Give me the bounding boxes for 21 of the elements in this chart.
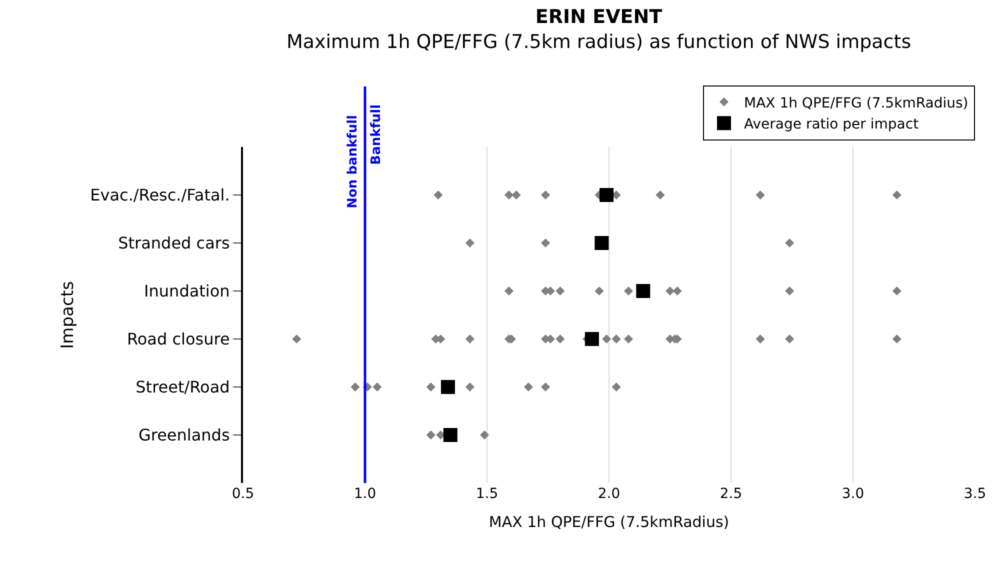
x-tick-label: 0.5 xyxy=(232,486,254,502)
y-tick-label: Evac./Resc./Fatal. xyxy=(90,186,230,205)
x-tick-label: 1.5 xyxy=(476,486,498,502)
x-tick-label: 2.0 xyxy=(598,486,620,502)
legend-label: MAX 1h QPE/FFG (7.5kmRadius) xyxy=(744,95,968,112)
x-axis-title: MAX 1h QPE/FFG (7.5kmRadius) xyxy=(488,513,730,531)
y-tick-label: Inundation xyxy=(144,282,230,301)
ref-line-label: Non bankfull xyxy=(346,114,361,208)
y-axis-title: Impacts xyxy=(58,281,78,349)
x-tick-label: 2.5 xyxy=(720,486,742,502)
x-tick-label: 3.0 xyxy=(842,486,864,502)
x-tick-label: 1.0 xyxy=(354,486,376,502)
y-tick-label: Road closure xyxy=(126,330,230,349)
legend-label: Average ratio per impact xyxy=(744,116,920,133)
annotation: Bankfull xyxy=(369,104,384,165)
y-tick-label: Street/Road xyxy=(136,378,230,397)
chart-subtitle: Maximum 1h QPE/FFG (7.5km radius) as function of NWS impacts xyxy=(286,30,912,53)
y-tick-label: Greenlands xyxy=(138,426,230,445)
chart-title: ERIN EVENT xyxy=(535,6,662,28)
y-tick-label: Stranded cars xyxy=(118,234,230,253)
x-tick-label: 3.5 xyxy=(964,486,986,502)
